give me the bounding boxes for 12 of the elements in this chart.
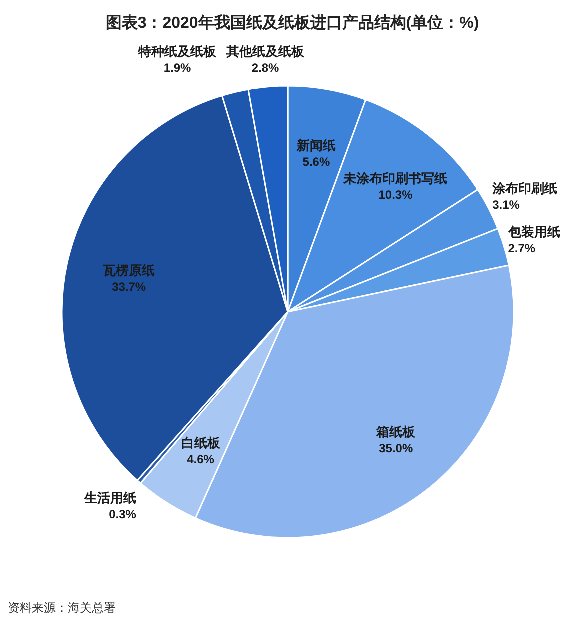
slice-label: 生活用纸 0.3% (84, 490, 136, 522)
slice-label: 瓦楞原纸 33.7% (103, 263, 156, 294)
slice-label: 箱纸板 35.0% (376, 424, 416, 456)
slice-label: 特种纸及纸板 1.9% (138, 44, 216, 75)
slice-label: 涂布印刷纸 3.1% (492, 181, 558, 212)
slice-label: 未涂布印刷书写纸 10.3% (344, 171, 448, 202)
slice-label: 白纸板 4.6% (181, 435, 220, 466)
slice-label: 新闻纸 5.6% (296, 138, 336, 169)
text: 资料来源：海关总署 (8, 601, 116, 615)
slice-label: 其他纸及纸板 2.8% (226, 44, 304, 75)
slice-label: 包装用纸 2.7% (508, 224, 560, 256)
chart-title: 图表3：2020年我国纸及纸板进口产品结构(单位：%) (106, 14, 480, 32)
